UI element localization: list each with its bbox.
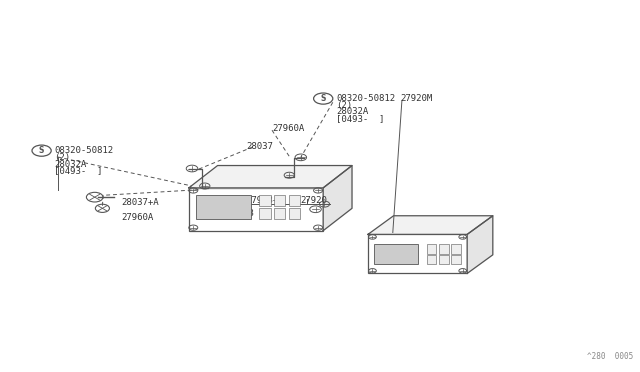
Bar xyxy=(451,255,461,264)
Text: 28032A: 28032A xyxy=(54,160,86,169)
Bar xyxy=(274,195,285,206)
Text: 28032A: 28032A xyxy=(336,108,368,116)
Bar xyxy=(259,195,271,206)
Bar xyxy=(196,195,251,219)
Polygon shape xyxy=(189,166,352,188)
Bar xyxy=(189,188,323,231)
Text: 28037+A: 28037+A xyxy=(122,198,159,207)
Text: S: S xyxy=(39,146,44,155)
Bar xyxy=(274,208,285,219)
Polygon shape xyxy=(368,216,493,234)
Bar xyxy=(289,208,300,219)
Text: (2): (2) xyxy=(54,153,70,162)
Bar xyxy=(374,244,418,264)
Text: 27920M: 27920M xyxy=(400,94,432,103)
Text: S: S xyxy=(321,94,326,103)
Bar xyxy=(439,255,449,264)
Bar xyxy=(289,195,300,206)
Bar xyxy=(439,244,449,254)
Text: 27960A: 27960A xyxy=(272,124,304,133)
Bar xyxy=(427,255,436,264)
Text: ^280  0005: ^280 0005 xyxy=(588,352,634,361)
Text: 27923+A: 27923+A xyxy=(246,196,284,205)
Text: 28037: 28037 xyxy=(246,142,273,151)
Text: 08320-50812: 08320-50812 xyxy=(336,94,395,103)
Text: [0493-  ]: [0493- ] xyxy=(54,166,103,175)
Bar xyxy=(427,244,436,254)
Polygon shape xyxy=(323,166,352,231)
Text: 27960A: 27960A xyxy=(122,213,154,222)
Bar xyxy=(368,234,467,273)
Text: (2): (2) xyxy=(336,101,352,110)
Bar xyxy=(451,244,461,254)
Text: [0493-  ]: [0493- ] xyxy=(336,114,385,123)
Text: 08320-50812: 08320-50812 xyxy=(54,146,113,155)
Polygon shape xyxy=(467,216,493,273)
Bar xyxy=(259,208,271,219)
Text: 27920: 27920 xyxy=(301,196,328,205)
Text: 27923: 27923 xyxy=(227,209,254,218)
